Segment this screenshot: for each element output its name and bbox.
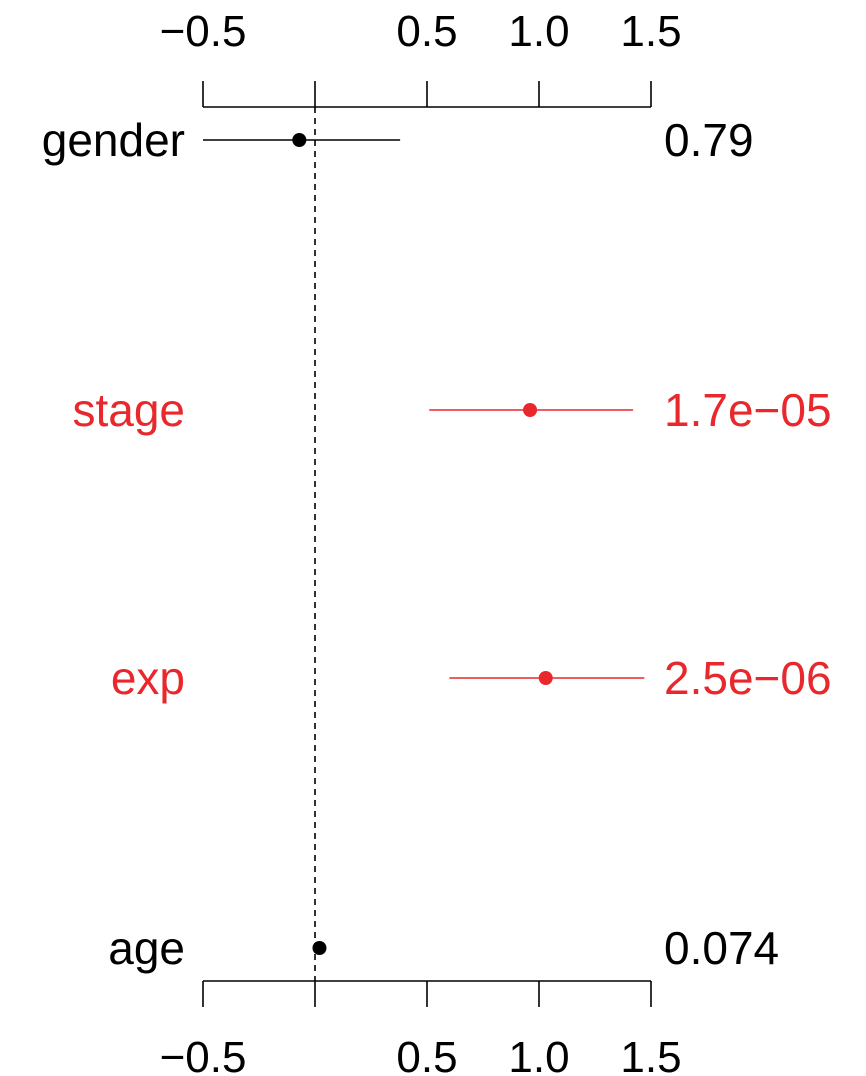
pvalue-label-age: 0.074 — [664, 922, 779, 974]
bottom-tick-label: 1.0 — [508, 1033, 569, 1076]
row-label-stage: stage — [72, 384, 185, 436]
forest-rows: gender 0.79 stage 1.7e−05 exp 2.5e−06 age 0.074 — [42, 114, 832, 974]
bottom-axis: −0.5 0.5 1.0 1.5 — [160, 980, 682, 1076]
pvalue-label-exp: 2.5e−06 — [664, 652, 832, 704]
top-axis: −0.5 0.5 1.0 1.5 — [160, 7, 682, 108]
row-label-age: age — [108, 922, 185, 974]
top-tick-label: 0.5 — [396, 7, 457, 56]
bottom-tick-label: 1.5 — [620, 1033, 681, 1076]
top-tick-label: 1.0 — [508, 7, 569, 56]
bottom-tick-label: 0.5 — [396, 1033, 457, 1076]
pvalue-label-gender: 0.79 — [664, 114, 754, 166]
row-label-gender: gender — [42, 114, 185, 166]
bottom-tick-label: −0.5 — [160, 1033, 247, 1076]
pvalue-label-stage: 1.7e−05 — [664, 384, 832, 436]
estimate-point-exp — [538, 671, 553, 685]
top-tick-label: 1.5 — [620, 7, 681, 56]
top-tick-label: −0.5 — [160, 7, 247, 56]
estimate-point-gender — [292, 133, 307, 147]
row-label-exp: exp — [111, 652, 185, 704]
estimate-point-age — [312, 941, 327, 955]
estimate-point-stage — [523, 403, 538, 417]
